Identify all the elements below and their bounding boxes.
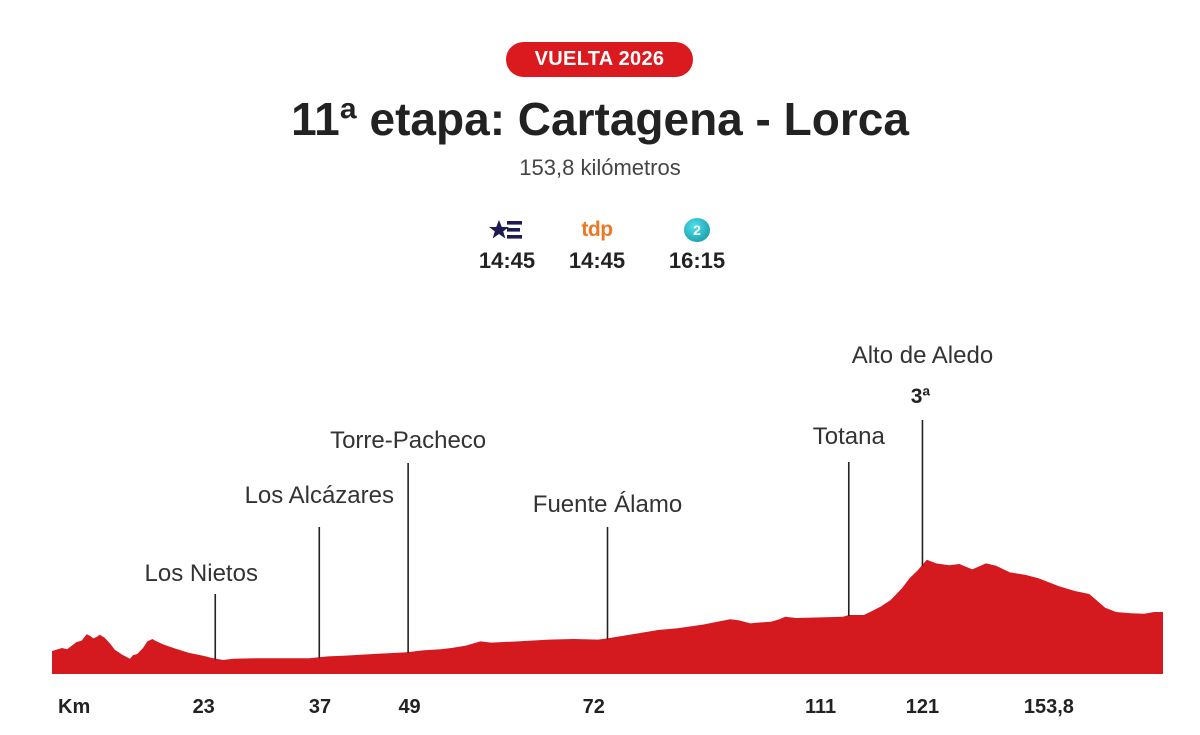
broadcast-la2: 2 16:15 — [652, 214, 742, 274]
profile-axis-layer: Km 23 37 49 72 111 121 153,8 — [58, 696, 1074, 718]
broadcast-schedule: 14:45 tdp 14:45 2 16:15 — [462, 214, 742, 284]
race-badge: VUELTA 2026 — [506, 42, 693, 77]
tdp-icon: tdp — [552, 214, 642, 246]
waypoint-label: Fuente Álamo — [533, 491, 682, 518]
waypoint-label: Alto de Aledo — [852, 342, 993, 369]
tdp-logo-text: tdp — [581, 218, 613, 241]
waypoint-label: Los Nietos — [145, 560, 258, 587]
broadcast-time: 16:15 — [668, 248, 726, 273]
profile-area-layer — [52, 559, 1163, 674]
broadcast-time: 14:45 — [478, 248, 536, 273]
elevation-area — [52, 559, 1163, 674]
broadcast-eurosport: 14:45 — [462, 214, 552, 274]
x-tick-label: 23 — [193, 696, 215, 718]
waypoint-label: Torre-Pacheco — [330, 427, 486, 454]
waypoint-label: Los Alcázares — [245, 482, 394, 509]
x-tick-label: 121 — [906, 696, 939, 718]
x-tick-label: 153,8 — [1024, 696, 1074, 718]
waypoint-label: Totana — [813, 423, 886, 450]
x-tick-label: 37 — [309, 696, 331, 718]
la2-logo-text: 2 — [684, 218, 710, 242]
x-tick-label: 72 — [583, 696, 605, 718]
x-axis-label: Km — [58, 696, 90, 718]
la2-icon: 2 — [652, 214, 742, 246]
profile-annotations-layer: Los Nietos Los Alcázares Torre-Pacheco Fuen… — [145, 342, 993, 660]
stage-distance: 153,8 kilómetros — [519, 155, 681, 180]
broadcast-time: 14:45 — [568, 248, 626, 273]
x-tick-label: 49 — [398, 696, 420, 718]
broadcast-tdp: tdp 14:45 — [552, 214, 642, 274]
climb-category-label: 3ª — [911, 385, 931, 408]
stage-title: 11ª etapa: Cartagena - Lorca — [291, 93, 909, 145]
eurosport-icon — [462, 214, 552, 246]
x-tick-label: 111 — [805, 696, 836, 718]
